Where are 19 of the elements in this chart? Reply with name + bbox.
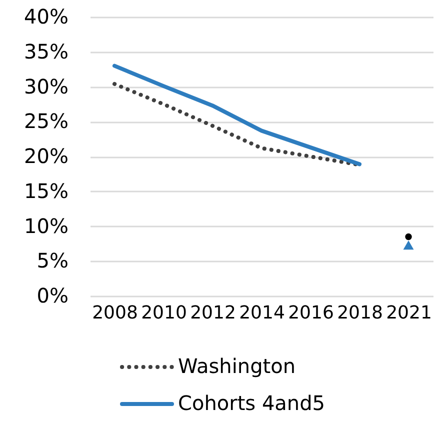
x-tick-label: 2010 [141,302,187,324]
y-tick-label: 5% [36,248,68,273]
x-tick-label: 2014 [239,302,285,324]
x-tick-label: 2016 [288,302,334,324]
y-tick-label: 20% [24,144,68,168]
legend-label: Washington [178,354,296,378]
x-tick-label: 2008 [92,302,138,324]
y-tick-label: 0% [36,284,68,308]
legend-label: Cohorts 4and5 [178,391,326,415]
y-tick-label: 10% [24,214,68,238]
line-series [112,64,362,166]
y-tick-label: 25% [24,109,68,134]
x-tick-label: 2012 [190,302,236,324]
x-tick-label: 2021 [386,302,432,324]
x-tick-label: 2018 [337,302,383,324]
y-tick-label: 15% [24,178,68,203]
y-tick-label: 35% [24,39,68,64]
y-tick-label: 40% [24,4,68,28]
y-tick-label: 30% [24,74,68,98]
